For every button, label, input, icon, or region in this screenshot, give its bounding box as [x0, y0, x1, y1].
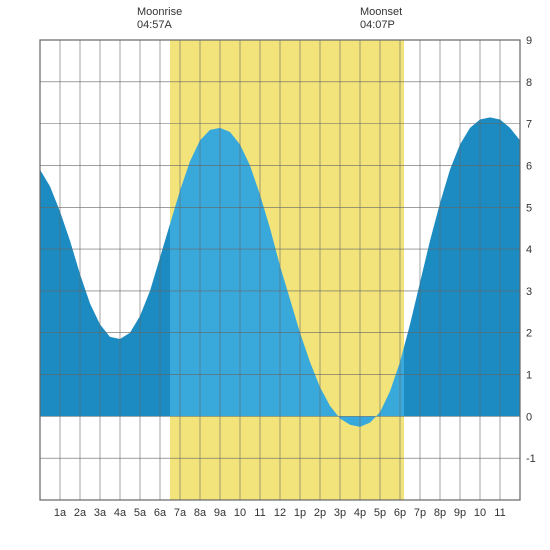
y-tick-label: 6 — [526, 160, 532, 172]
moonset-time: 04:07P — [360, 19, 402, 32]
x-tick-label: 9a — [214, 507, 227, 519]
y-tick-label: 8 — [526, 77, 532, 89]
y-tick-label: 3 — [526, 286, 532, 298]
x-tick-label: 9p — [454, 507, 466, 519]
x-tick-label: 4p — [354, 507, 366, 519]
x-tick-label: 2a — [74, 507, 87, 519]
y-tick-label: 5 — [526, 202, 532, 214]
x-tick-label: 4a — [114, 507, 127, 519]
tide-chart: 1a2a3a4a5a6a7a8a9a1011121p2p3p4p5p6p7p8p… — [0, 0, 550, 550]
moonset-annotation: Moonset 04:07P — [360, 6, 402, 32]
x-tick-label: 8a — [194, 507, 207, 519]
y-tick-label: 7 — [526, 119, 532, 131]
x-tick-label: 8p — [434, 507, 446, 519]
x-tick-label: 6p — [394, 507, 406, 519]
moonrise-time: 04:57A — [137, 19, 182, 32]
y-tick-label: -1 — [526, 453, 536, 465]
x-tick-label: 5p — [374, 507, 386, 519]
x-tick-label: 3a — [94, 507, 107, 519]
x-tick-label: 11 — [254, 507, 265, 519]
x-tick-label: 10 — [474, 507, 486, 519]
y-tick-label: 4 — [526, 244, 532, 256]
y-tick-label: 9 — [526, 35, 532, 47]
moonrise-title: Moonrise — [137, 6, 182, 19]
x-tick-label: 5a — [134, 507, 147, 519]
x-tick-label: 12 — [274, 507, 286, 519]
x-tick-label: 7p — [414, 507, 426, 519]
x-tick-label: 2p — [314, 507, 326, 519]
x-tick-label: 1a — [54, 507, 67, 519]
y-tick-label: 1 — [526, 370, 532, 382]
x-tick-label: 3p — [334, 507, 346, 519]
moonrise-annotation: Moonrise 04:57A — [137, 6, 182, 32]
x-tick-label: 10 — [234, 507, 246, 519]
y-tick-label: 0 — [526, 411, 532, 423]
x-tick-label: 6a — [154, 507, 167, 519]
x-tick-label: 11 — [494, 507, 505, 519]
moonset-title: Moonset — [360, 6, 402, 19]
x-tick-label: 7a — [174, 507, 187, 519]
y-tick-label: 2 — [526, 328, 532, 340]
x-tick-label: 1p — [294, 507, 306, 519]
chart-svg: 1a2a3a4a5a6a7a8a9a1011121p2p3p4p5p6p7p8p… — [0, 0, 550, 550]
